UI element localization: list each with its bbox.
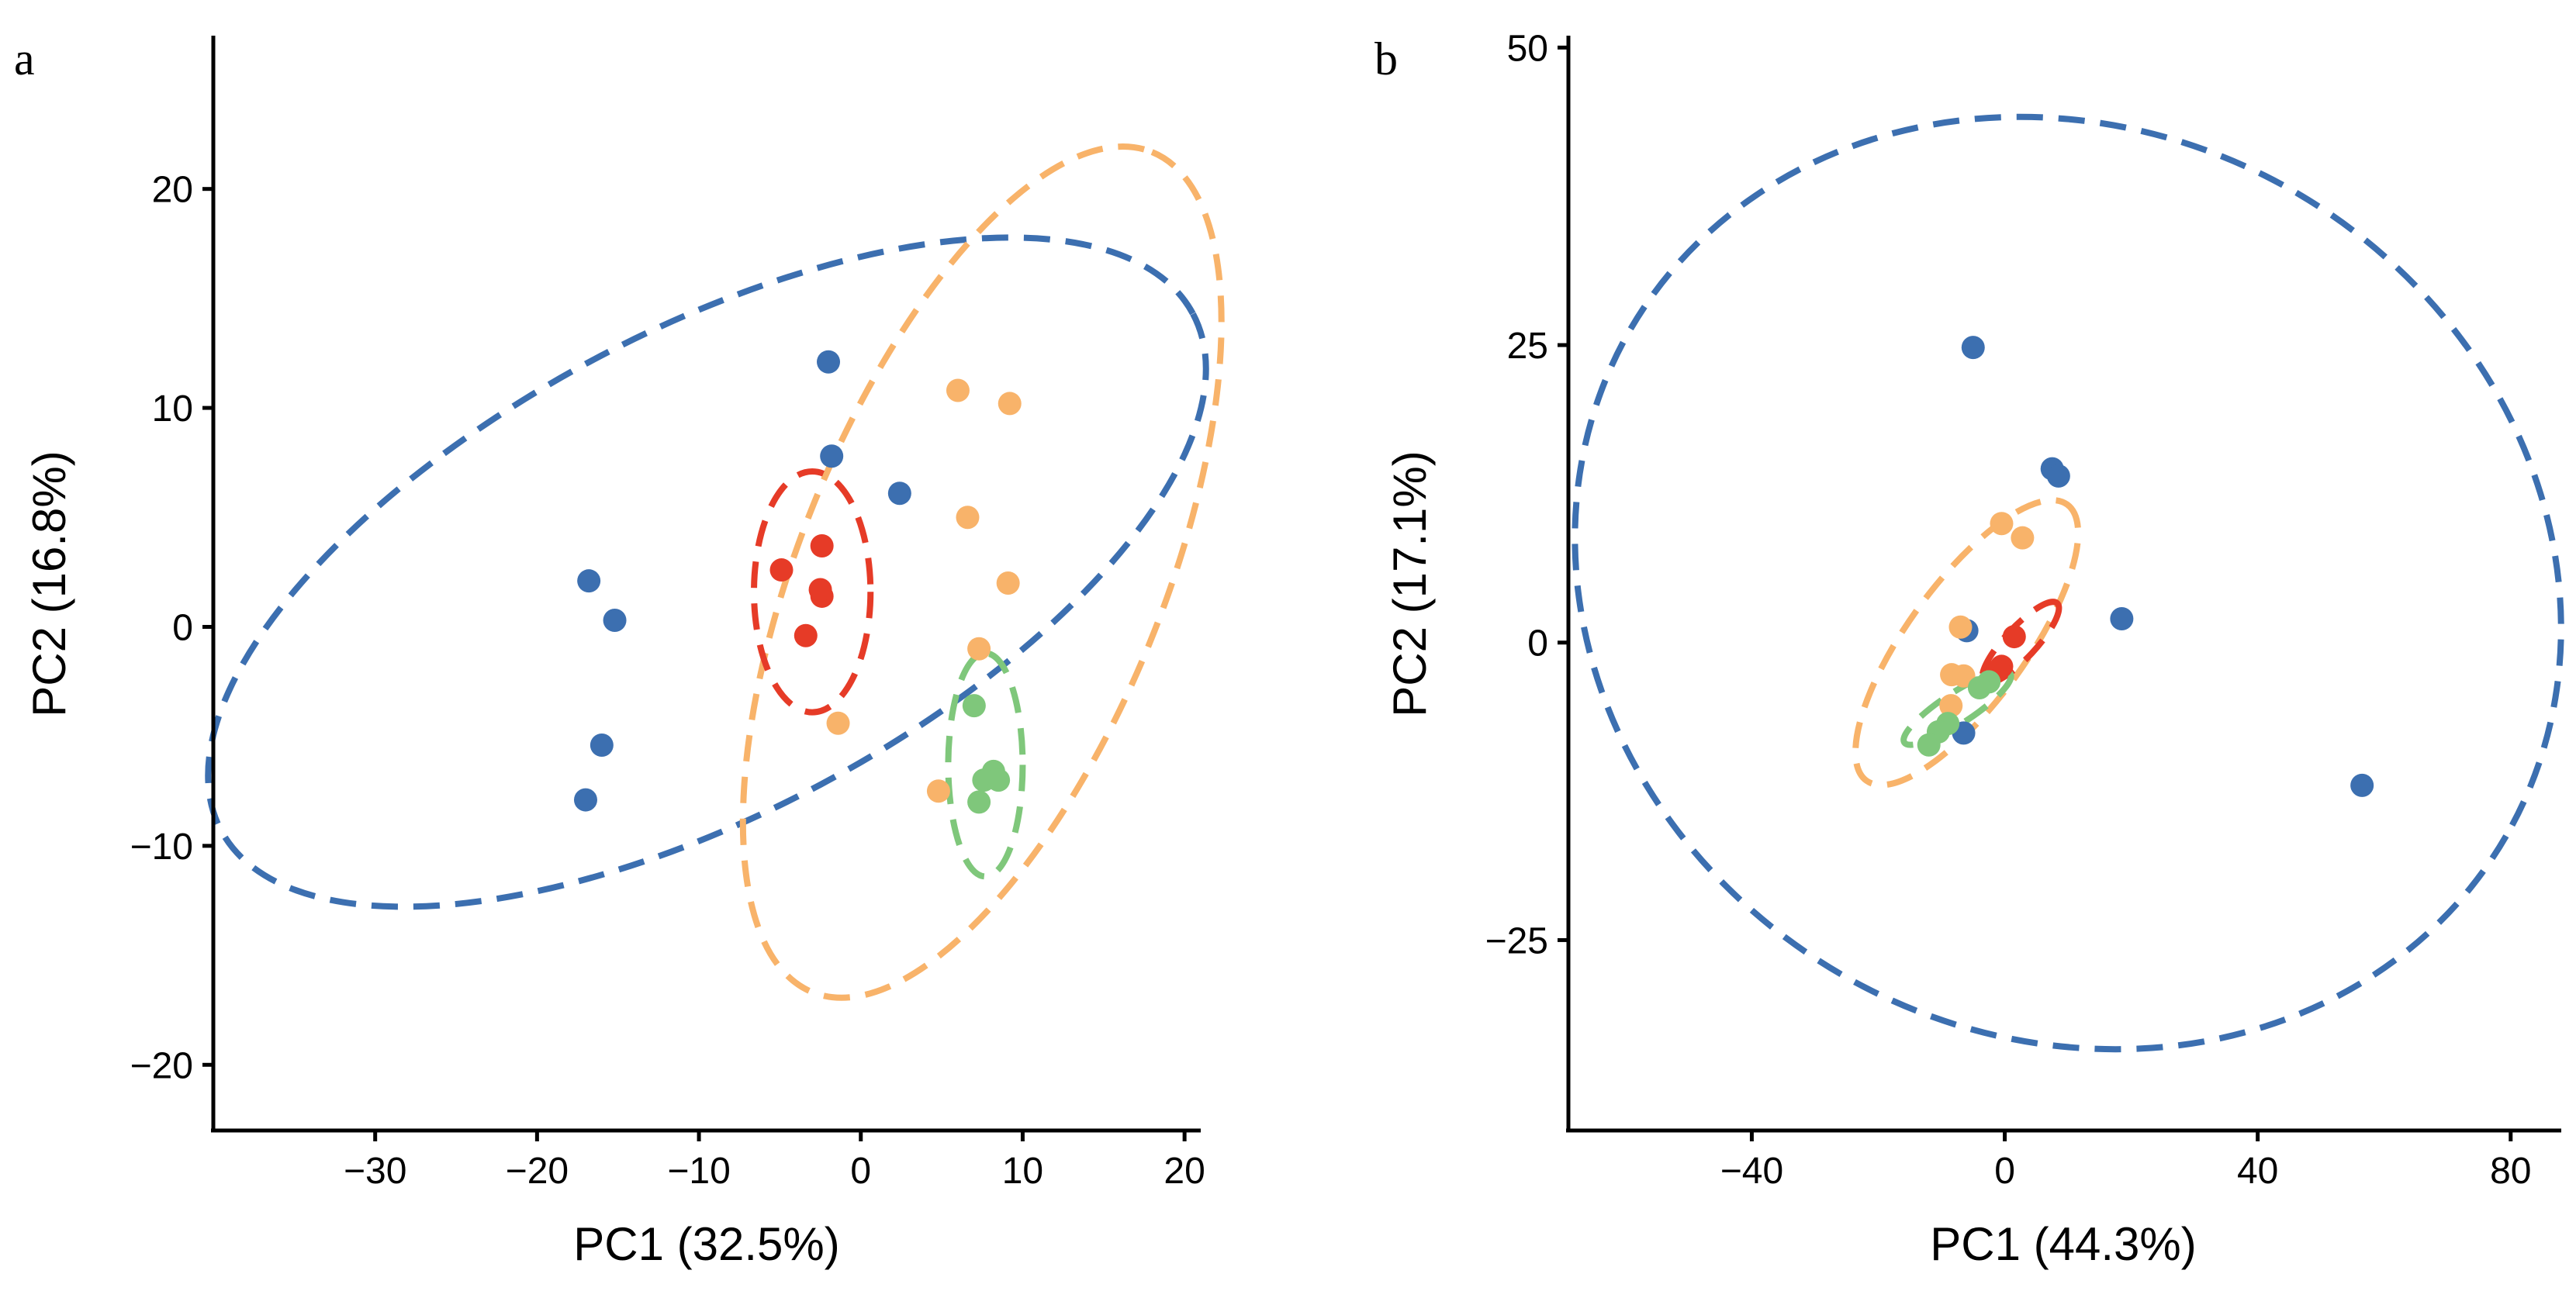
panel-b-y-tick-label: 25 <box>1507 326 1548 367</box>
panel-b-blue-point <box>2110 607 2134 631</box>
panel-b-orange-confidence-ellipse <box>1852 497 2082 789</box>
panel-b-red-point <box>2002 625 2026 649</box>
panel-a-y-axis-title: PC2 (16.8%) <box>23 450 75 716</box>
panel-a-red-point <box>794 623 818 647</box>
panel-a-x-tick-label: 0 <box>850 1151 871 1192</box>
panel-b-blue-confidence-ellipse <box>1572 113 2564 1053</box>
panel-a-orange-point <box>967 637 991 661</box>
panel-a-y-tick-label: −10 <box>130 827 193 868</box>
panel-a-orange-point <box>926 779 950 803</box>
panel-a-red-confidence-ellipse <box>751 468 874 716</box>
panel-a-blue-point <box>820 444 844 468</box>
panel-b-orange-point <box>1948 615 1973 639</box>
panel-b-green-point <box>1917 733 1941 757</box>
panel-a-y-ticks: −20 −10 0 10 20 <box>130 170 213 1086</box>
panel-b-blue-point <box>1961 336 1985 360</box>
panel-a-x-axis-title: PC1 (32.5%) <box>573 1218 839 1270</box>
panel-a-y-tick-label: −20 <box>130 1045 193 1086</box>
panel-a-red-point <box>808 578 832 602</box>
panel-a-blue-point <box>887 482 911 506</box>
panel-a-y-tick-label: 0 <box>172 607 193 648</box>
panel-a-blue-point <box>603 609 627 633</box>
panel-a-y-tick-label: 20 <box>152 170 193 211</box>
panel-b: b −40 0 40 80 −25 0 25 50 PC1 (44.3%) PC2 (17.… <box>1374 28 2564 1270</box>
panel-a-blue-point <box>817 350 841 374</box>
panel-b-x-ticks: −40 0 40 80 <box>1720 1130 2531 1192</box>
panel-b-y-axis-title: PC2 (17.1%) <box>1384 450 1436 716</box>
panel-a-red-point <box>769 558 794 582</box>
panel-a-green-point <box>987 768 1011 792</box>
panel-a-x-tick-label: −20 <box>506 1151 569 1192</box>
panel-a-blue-point <box>590 733 614 757</box>
panel-b-blue-point <box>2350 773 2374 797</box>
panel-b-blue-point <box>2046 464 2070 488</box>
panel-a-x-ticks: −30 −20 −10 0 10 20 <box>344 1130 1205 1192</box>
panel-b-y-tick-label: 0 <box>1527 623 1548 664</box>
panel-a-blue-point <box>577 569 601 593</box>
panel-a-orange-point <box>996 571 1020 595</box>
panel-b-green-point <box>1967 676 1991 700</box>
panel-b-plot-area <box>1572 113 2564 1053</box>
panel-a-orange-point <box>956 506 980 530</box>
panel-b-y-tick-label: −25 <box>1485 920 1548 961</box>
panel-a-orange-point <box>998 392 1022 416</box>
panel-a-blue-point <box>573 788 597 812</box>
panel-a-blue-confidence-ellipse <box>205 234 1209 910</box>
panel-a: a −30 −20 −10 0 10 20 −20 −10 0 10 20 PC1 (32.5%)… <box>14 33 1225 1270</box>
panel-a-plot-area <box>205 143 1225 1001</box>
panel-b-label: b <box>1374 33 1398 85</box>
panel-a-green-point <box>962 694 986 718</box>
panel-b-x-tick-label: −40 <box>1720 1151 1783 1192</box>
panel-b-x-tick-label: 40 <box>2237 1151 2278 1192</box>
panel-a-green-point <box>967 790 991 814</box>
panel-b-orange-point <box>2011 526 2035 550</box>
panel-a-orange-confidence-ellipse <box>739 143 1225 1001</box>
panel-b-orange-point <box>1939 694 1963 718</box>
panel-b-x-tick-label: 80 <box>2490 1151 2531 1192</box>
panel-b-y-ticks: −25 0 25 50 <box>1485 28 1568 961</box>
panel-a-green-confidence-ellipse <box>945 650 1026 880</box>
panel-a-x-tick-label: −30 <box>344 1151 406 1192</box>
panel-a-red-point <box>810 533 834 557</box>
panel-b-y-tick-label: 50 <box>1507 28 1548 69</box>
panel-a-x-tick-label: 10 <box>1002 1151 1043 1192</box>
panel-b-orange-point <box>1990 512 2014 536</box>
panel-b-x-axis-title: PC1 (44.3%) <box>1930 1218 2196 1270</box>
panel-a-orange-point <box>826 711 850 735</box>
panel-a-x-tick-label: 20 <box>1164 1151 1205 1192</box>
panel-b-x-tick-label: 0 <box>1994 1151 2015 1192</box>
panel-a-label: a <box>14 33 35 85</box>
panel-b-orange-point <box>1952 664 1976 688</box>
panel-a-y-tick-label: 10 <box>152 388 193 430</box>
panel-a-orange-point <box>946 378 970 402</box>
panel-a-x-tick-label: −10 <box>667 1151 730 1192</box>
